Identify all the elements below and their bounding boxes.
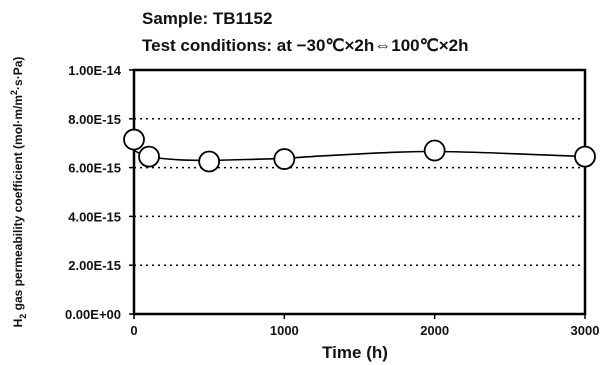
- x-axis-label: Time (h): [322, 343, 388, 362]
- y-axis-label: H2 gas permeability coefficient (mol·m/m…: [9, 57, 28, 328]
- chart-title: Sample: TB1152: [142, 9, 272, 28]
- marker-layer: [123, 128, 596, 173]
- plot-frame: [132, 68, 587, 316]
- data-point: [273, 148, 296, 170]
- x-tick-label: 1000: [270, 323, 299, 338]
- series-line: [133, 149, 586, 162]
- y-axis-label-main: H: [11, 319, 25, 328]
- y-axis-label-subscript: 2: [18, 314, 28, 319]
- curve-layer: [133, 149, 586, 162]
- x-tick-label: 2000: [420, 323, 449, 338]
- data-point: [138, 145, 160, 168]
- grid: [134, 118, 585, 266]
- y-tick-label: 8.00E-15: [68, 112, 121, 127]
- x-tick-label: 3000: [571, 323, 600, 338]
- x-axis-ticks: 0 1000 2000 3000: [130, 314, 599, 338]
- data-point: [123, 128, 145, 151]
- chart-subtitle: Test conditions: at −30℃×2h⇔100℃×2h: [142, 36, 469, 55]
- y-axis-ticks: 0.00E+00 2.00E-15 4.00E-15 6.00E-15 8.00E-15…: [65, 63, 134, 322]
- data-point: [423, 139, 446, 162]
- y-tick-label: 6.00E-15: [68, 161, 121, 176]
- y-tick-label: 2.00E-15: [68, 258, 121, 273]
- y-axis-label-tail: ·s·Pa): [11, 57, 25, 90]
- y-axis-label-text: gas permeability coefficient (mol·m/m: [11, 95, 25, 314]
- y-tick-label: 0.00E+00: [65, 307, 121, 322]
- data-point: [198, 150, 221, 173]
- y-tick-label: 4.00E-15: [68, 209, 121, 224]
- data-point: [574, 145, 596, 168]
- x-tick-label: 0: [130, 323, 137, 338]
- y-tick-label: 1.00E-14: [68, 63, 122, 78]
- y-axis-label-superscript: 2: [9, 90, 19, 95]
